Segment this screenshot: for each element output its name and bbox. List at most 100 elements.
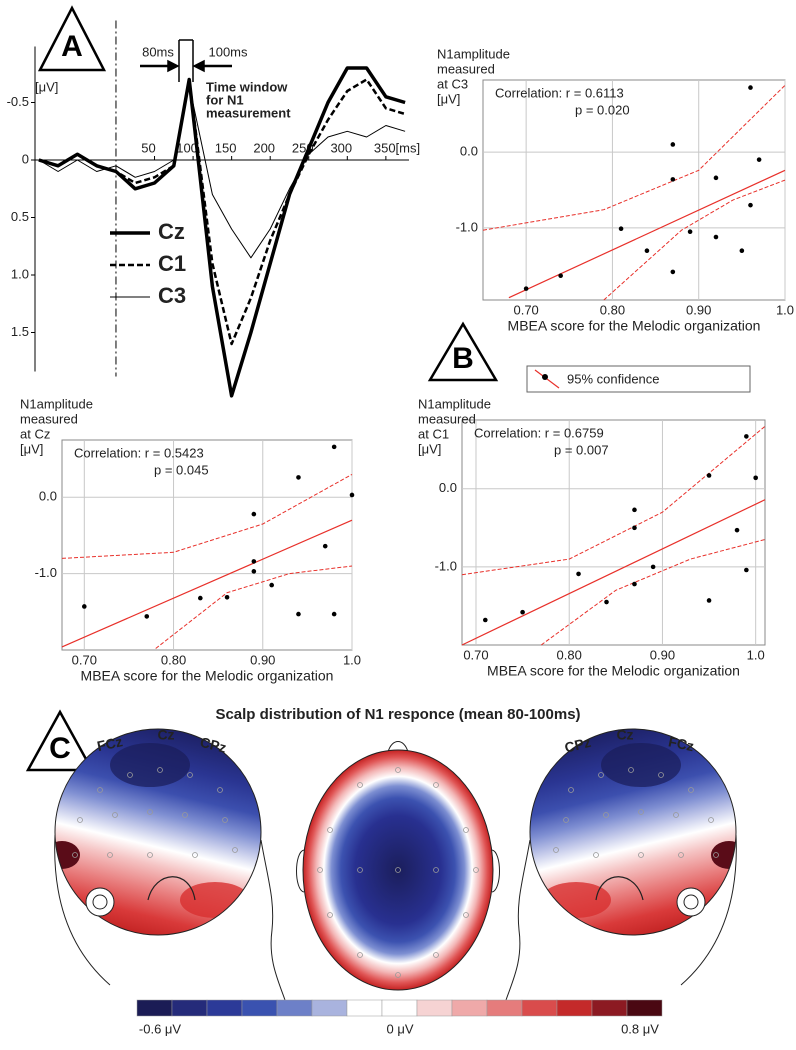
panel-triangle: [37, 5, 107, 72]
shape: [217, 787, 223, 793]
data-point: [322, 543, 328, 549]
fit-line: [508, 169, 786, 299]
y-tick-label: 1.0: [11, 266, 29, 281]
panel-label: A: [61, 30, 83, 63]
electrode-label: CPz: [563, 734, 593, 756]
colorbar-cell: [346, 999, 383, 1017]
x-tick-label: 1.0: [343, 652, 361, 667]
confidence-band: [603, 179, 786, 301]
x-tick-label: 100: [176, 140, 198, 155]
data-point: [753, 475, 758, 481]
x-tick-label: 350[ms]: [374, 140, 420, 155]
data-point: [670, 269, 676, 275]
data-point: [523, 286, 529, 291]
shape: [110, 743, 190, 787]
confidence-band: [540, 539, 766, 646]
annotation: Correlation: r = 0.5423: [74, 445, 204, 460]
data-point: [670, 142, 676, 147]
plot-area: [461, 419, 766, 646]
data-point: [734, 527, 740, 533]
data-point: [744, 434, 749, 439]
colorbar-cell: [556, 999, 593, 1017]
shape: [55, 841, 80, 869]
x-tick-label: 0.80: [161, 652, 186, 667]
colorbar-cell: [521, 999, 558, 1017]
colorbar-cell: [451, 999, 488, 1017]
y-axis-label: at C1: [418, 426, 449, 441]
y-tick-label: -1.0: [435, 558, 457, 573]
plot-area: [482, 79, 786, 301]
legend-label: Cz: [158, 219, 185, 244]
annotation: 100ms: [208, 44, 248, 59]
shape: [54, 728, 262, 936]
x-tick-label: 1.0: [776, 302, 794, 317]
legend-box: [526, 365, 751, 393]
annotation: for N1: [206, 92, 244, 107]
data-point: [632, 507, 637, 513]
annotation: Time window: [206, 79, 288, 94]
shape: [112, 812, 118, 818]
shape: [97, 787, 103, 793]
confidence-band: [61, 473, 353, 559]
y-axis-label: [μV]: [35, 79, 58, 94]
shape: [77, 817, 83, 823]
electrode-label: Cz: [157, 727, 174, 743]
series-line: [38, 78, 406, 346]
x-axis-label: MBEA score for the Melodic organization: [487, 663, 740, 679]
data-point: [650, 564, 656, 570]
shape: [463, 827, 469, 833]
shape: [327, 912, 333, 918]
electrode-label: CPz: [199, 734, 229, 756]
x-tick-label: 50: [141, 140, 155, 155]
data-point: [687, 229, 693, 235]
data-point: [331, 444, 337, 450]
confidence-band: [482, 84, 786, 231]
scalp-side-view: [506, 725, 747, 1000]
y-tick-label: 0.0: [39, 489, 57, 504]
data-point: [632, 525, 637, 531]
shape: [147, 876, 196, 901]
y-tick-label: -1.0: [456, 219, 478, 234]
y-axis-label: at Cz: [20, 426, 50, 441]
annotation: Correlation: r = 0.6759: [474, 425, 604, 440]
shape: [147, 809, 153, 815]
x-tick-label: 0.90: [650, 647, 675, 662]
data-point: [269, 582, 274, 588]
y-axis-label: N1amplitude: [20, 396, 93, 411]
fit-line: [461, 499, 766, 646]
shape: [302, 749, 494, 991]
confidence-band: [155, 565, 353, 649]
electrode-label: FCz: [96, 733, 124, 754]
y-tick-label: 0: [22, 151, 29, 166]
y-axis-label: at C3: [437, 76, 468, 91]
legend-dot: [542, 374, 548, 380]
data-point: [644, 248, 650, 253]
data-point: [744, 567, 749, 573]
y-axis-label: [μV]: [418, 441, 441, 456]
legend-label: C1: [158, 251, 186, 276]
annotation: p = 0.007: [554, 442, 609, 457]
shape: [187, 772, 193, 778]
x-axis-label: MBEA score for the Melodic organization: [81, 668, 334, 684]
colorbar-cell: [136, 999, 173, 1017]
shape: [357, 867, 363, 873]
data-point: [632, 581, 637, 587]
shape: [395, 767, 401, 773]
shape: [232, 847, 238, 853]
annotation: p = 0.045: [154, 462, 209, 477]
shape: [463, 912, 469, 918]
panel-triangle: [427, 321, 499, 382]
y-tick-label: 0.0: [460, 144, 478, 159]
data-point: [558, 273, 563, 279]
y-axis-label: measured: [437, 61, 495, 76]
data-point: [713, 234, 719, 240]
data-point: [520, 609, 525, 615]
shape: [54, 834, 286, 1001]
data-point: [483, 617, 488, 623]
x-tick-label: 150: [215, 140, 237, 155]
data-point: [331, 611, 337, 617]
x-tick-label: 200: [253, 140, 275, 155]
confidence-band: [461, 425, 766, 576]
